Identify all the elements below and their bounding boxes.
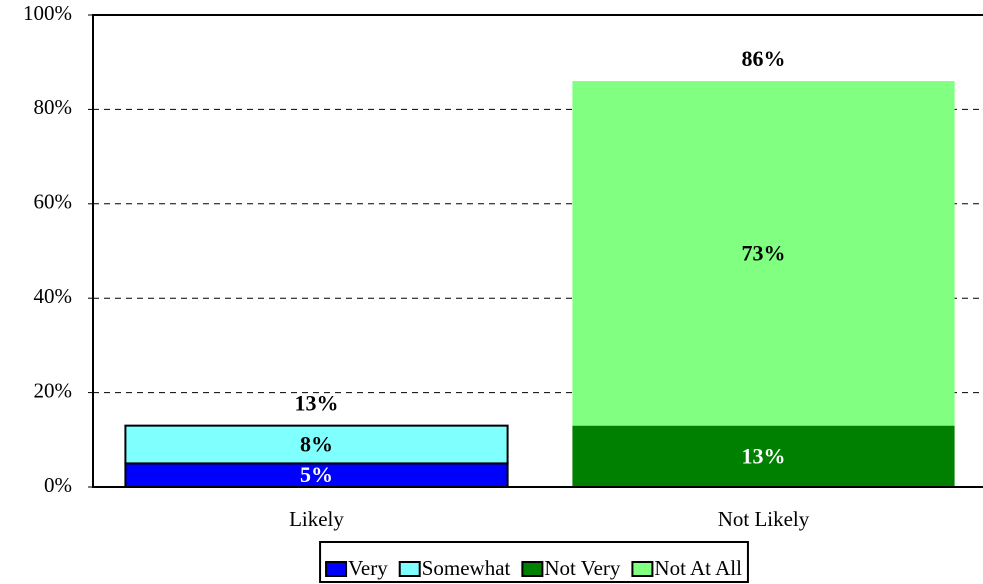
- legend-marker: [325, 561, 348, 577]
- axes: [92, 14, 983, 488]
- y-tick-label: 40%: [34, 284, 73, 308]
- x-tick-label: Not Likely: [718, 507, 810, 531]
- bar-segment: [572, 81, 955, 426]
- y-tick-label: 0%: [44, 473, 72, 497]
- legend-label: Not At All: [654, 556, 742, 580]
- legend-marker: [631, 561, 654, 577]
- legend-label: Very: [348, 556, 388, 580]
- total-label: 13%: [295, 391, 339, 416]
- y-tick-label: 60%: [34, 190, 73, 214]
- x-tick-label: Likely: [289, 507, 344, 531]
- bar-segment: [572, 425, 955, 487]
- y-tick-label: 20%: [34, 378, 73, 402]
- value-label: 5%: [300, 462, 333, 487]
- value-label: 8%: [300, 432, 333, 457]
- value-label: 73%: [742, 240, 786, 265]
- legend-label: Not Very: [544, 556, 621, 580]
- y-tick-label: 80%: [34, 95, 73, 119]
- bar-segment: [124, 424, 509, 465]
- legend-marker: [398, 561, 421, 577]
- y-tick-label: 100%: [23, 1, 72, 25]
- legend-box: [319, 541, 749, 583]
- value-label: 13%: [742, 443, 786, 468]
- legend-label: Somewhat: [422, 556, 511, 580]
- bars: 5% 8% 13% 73%: [124, 81, 955, 487]
- legend-marker: [521, 561, 544, 577]
- total-label: 86%: [742, 46, 786, 71]
- legend: Very Somewhat Not Very Not At All: [325, 556, 742, 580]
